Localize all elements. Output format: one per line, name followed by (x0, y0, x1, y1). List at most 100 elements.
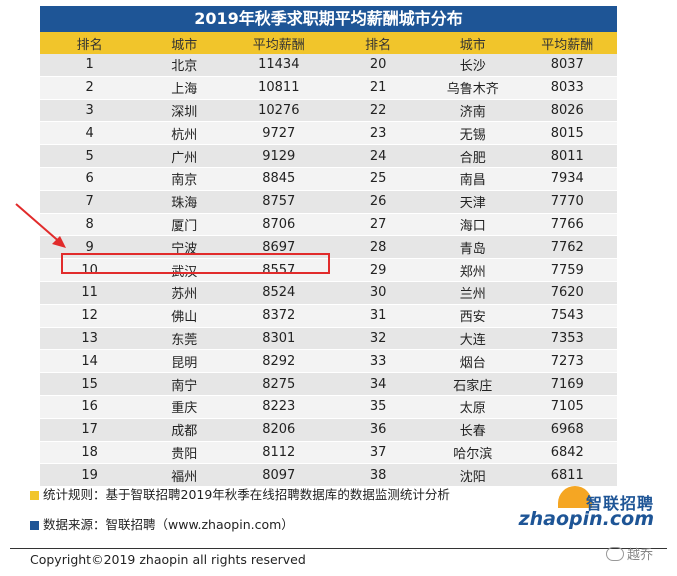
cell-rank-right: 28 (328, 235, 428, 260)
cell-city-left: 南宁 (139, 372, 230, 396)
watermark: 越乔 (606, 544, 653, 563)
cell-salary-left: 8275 (229, 372, 329, 396)
cell-rank-left: 11 (40, 281, 140, 305)
cell-rank-right: 34 (328, 372, 428, 396)
table-row: 18 贵阳 8112 37 哈尔滨 6842 (40, 441, 617, 465)
cell-city-right: 太原 (427, 395, 518, 419)
table-title: 2019年秋季求职期平均薪酬城市分布 (40, 6, 617, 32)
table-row: 3 深圳 10276 22 济南 8026 (40, 99, 617, 123)
cell-city-right: 哈尔滨 (427, 441, 518, 465)
cell-rank-left: 3 (40, 99, 140, 123)
blue-square-icon (30, 521, 39, 530)
cell-rank-right: 24 (328, 144, 428, 168)
cell-rank-right: 32 (328, 327, 428, 351)
note-source: 数据来源：智联招聘（www.zhaopin.com） (30, 514, 294, 533)
cell-city-left: 武汉 (139, 258, 230, 282)
cell-city-left: 南京 (139, 167, 230, 191)
cell-salary-right: 7543 (517, 304, 617, 328)
cell-city-right: 长沙 (427, 54, 518, 77)
salary-table: 排名 城市 平均薪酬 排名 城市 平均薪酬 1 北京 11434 20 长沙 8037 2 上… (40, 32, 617, 488)
table-row: 16 重庆 8223 35 太原 7105 (40, 395, 617, 419)
cell-salary-left: 8292 (229, 349, 329, 374)
cell-rank-left: 16 (40, 395, 140, 419)
cell-salary-left: 8206 (229, 418, 329, 442)
header-salary-right: 平均薪酬 (517, 32, 617, 54)
cell-salary-left: 10276 (229, 99, 329, 123)
cell-salary-left: 8372 (229, 304, 329, 328)
cell-city-left: 成都 (139, 418, 230, 442)
cell-city-right: 天津 (427, 190, 518, 214)
cell-rank-left: 8 (40, 213, 140, 237)
header-salary-left: 平均薪酬 (229, 32, 329, 54)
watermark-text: 越乔 (627, 548, 654, 563)
cell-city-left: 厦门 (139, 213, 230, 237)
cell-rank-left: 17 (40, 418, 140, 442)
cell-rank-right: 21 (328, 76, 428, 100)
cell-salary-left: 10811 (229, 76, 329, 100)
cell-rank-right: 23 (328, 121, 428, 146)
cell-city-left: 北京 (139, 54, 230, 77)
header-rank-right: 排名 (328, 32, 428, 54)
cell-city-left: 杭州 (139, 121, 230, 146)
cell-city-left: 东莞 (139, 327, 230, 351)
highlight-box (61, 253, 330, 274)
cell-salary-left: 8112 (229, 441, 329, 465)
cell-salary-right: 6842 (517, 441, 617, 465)
cell-rank-left: 5 (40, 144, 140, 168)
note-source-text: 数据来源：智联招聘（www.zhaopin.com） (43, 517, 294, 532)
cell-rank-right: 36 (328, 418, 428, 442)
cell-salary-right: 6968 (517, 418, 617, 442)
logo-cn-text: 智联招聘 (585, 494, 654, 513)
cell-rank-right: 37 (328, 441, 428, 465)
cell-salary-right: 8026 (517, 99, 617, 123)
cell-salary-right: 7169 (517, 372, 617, 396)
cell-rank-left: 4 (40, 121, 140, 146)
cell-city-right: 烟台 (427, 349, 518, 374)
cell-city-left: 上海 (139, 76, 230, 100)
cell-rank-left: 15 (40, 372, 140, 396)
table-row: 1 北京 11434 20 长沙 8037 (40, 54, 617, 77)
table-row: 15 南宁 8275 34 石家庄 7169 (40, 372, 617, 396)
cell-salary-right: 8015 (517, 121, 617, 146)
cell-rank-left: 13 (40, 327, 140, 351)
table-row: 4 杭州 9727 23 无锡 8015 (40, 121, 617, 146)
cell-city-left: 广州 (139, 144, 230, 168)
cell-rank-left: 1 (40, 54, 140, 77)
table-row: 19 福州 8097 38 沈阳 6811 (40, 463, 617, 488)
cell-city-right: 青岛 (427, 235, 518, 260)
table-row: 12 佛山 8372 31 西安 7543 (40, 304, 617, 328)
cell-rank-left: 10 (40, 258, 140, 282)
cell-rank-right: 22 (328, 99, 428, 123)
cell-city-left: 贵阳 (139, 441, 230, 465)
table-row: 13 东莞 8301 32 大连 7353 (40, 327, 617, 351)
header-city-left: 城市 (139, 32, 230, 54)
cell-rank-right: 26 (328, 190, 428, 214)
cell-salary-left: 8301 (229, 327, 329, 351)
cell-salary-right: 7759 (517, 258, 617, 282)
cell-salary-right: 8011 (517, 144, 617, 168)
cell-city-right: 无锡 (427, 121, 518, 146)
cell-salary-right: 6811 (517, 463, 617, 488)
table-row: 8 厦门 8706 27 海口 7766 (40, 213, 617, 237)
cell-city-right: 郑州 (427, 258, 518, 282)
cell-salary-right: 8037 (517, 54, 617, 77)
cell-salary-left: 8757 (229, 190, 329, 214)
table-row: 14 昆明 8292 33 烟台 7273 (40, 349, 617, 374)
cell-city-right: 西安 (427, 304, 518, 328)
footer-divider (10, 548, 667, 549)
cell-city-left: 珠海 (139, 190, 230, 214)
cell-salary-left: 8706 (229, 213, 329, 237)
cell-city-left: 深圳 (139, 99, 230, 123)
cell-city-right: 乌鲁木齐 (427, 76, 518, 100)
cell-salary-right: 7620 (517, 281, 617, 305)
copyright-text: Copyright©2019 zhaopin all rights reserv… (30, 552, 306, 567)
cell-city-right: 南昌 (427, 167, 518, 191)
cell-city-left: 昆明 (139, 349, 230, 374)
table-header-row: 排名 城市 平均薪酬 排名 城市 平均薪酬 (40, 32, 617, 54)
table-row: 2 上海 10811 21 乌鲁木齐 8033 (40, 76, 617, 100)
cell-city-left: 重庆 (139, 395, 230, 419)
cell-city-left: 佛山 (139, 304, 230, 328)
cell-salary-right: 7353 (517, 327, 617, 351)
cell-salary-left: 8845 (229, 167, 329, 191)
cell-city-right: 沈阳 (427, 463, 518, 488)
